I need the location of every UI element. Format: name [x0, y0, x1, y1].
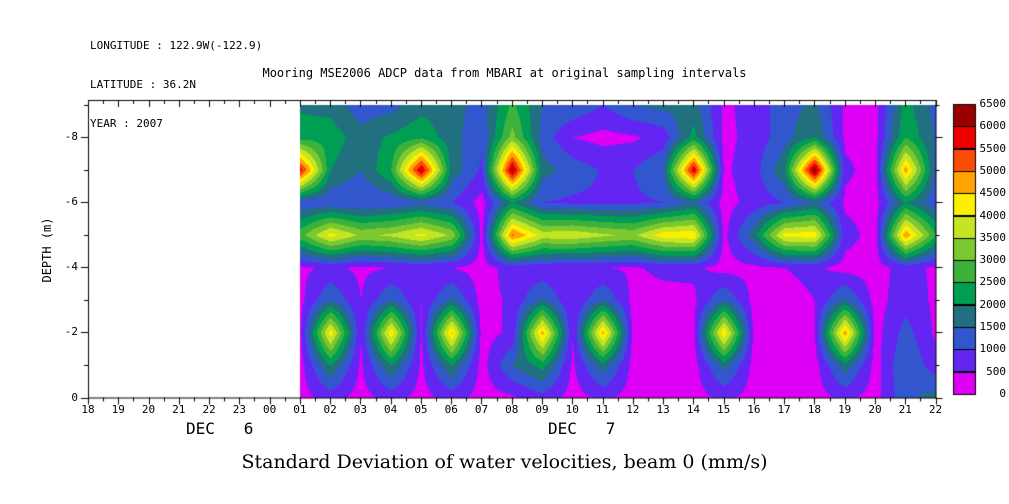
- colorbar-label: 5500: [979, 141, 1007, 155]
- header-meta: LONGITUDE : 122.9W(-122.9) LATITUDE : 36…: [90, 13, 262, 156]
- x-tick-label: 18: [81, 403, 95, 416]
- x-tick-label: 12: [626, 403, 640, 416]
- y-tick-label: -8: [64, 130, 78, 144]
- x-tick-label: 22: [928, 403, 943, 416]
- x-tick-label: 19: [111, 403, 125, 416]
- x-tick-label: 04: [384, 403, 398, 416]
- x-tick-label: 09: [535, 403, 549, 416]
- x-tick-label: 22: [202, 403, 216, 416]
- colorbar-label: 2000: [979, 297, 1007, 311]
- x-axis-date-dec6: DEC 6: [186, 419, 254, 438]
- colorbar-label: 4500: [979, 186, 1007, 200]
- x-tick-label: 00: [262, 403, 277, 416]
- x-tick-label: 20: [868, 403, 882, 416]
- x-tick-label: 10: [565, 403, 579, 416]
- meta-latitude: LATITUDE : 36.2N: [90, 78, 196, 91]
- x-tick-label: 11: [595, 403, 610, 416]
- meta-year: YEAR : 2007: [90, 117, 163, 130]
- x-tick-label: 07: [474, 403, 489, 416]
- x-tick-label: 21: [898, 403, 912, 416]
- x-tick-label: 14: [686, 403, 700, 416]
- colorbar-label: 3500: [979, 230, 1007, 244]
- y-tick-label: -4: [64, 260, 78, 274]
- x-tick-label: 06: [444, 403, 458, 416]
- meta-longitude: LONGITUDE : 122.9W(-122.9): [90, 39, 263, 52]
- x-tick-label: 17: [777, 403, 791, 416]
- x-tick-label: 23: [232, 403, 246, 416]
- x-tick-label: 02: [323, 403, 337, 416]
- plot-title: Mooring MSE2006 ADCP data from MBARI at …: [262, 66, 747, 80]
- y-tick-label: 0: [71, 390, 78, 404]
- colorbar-label: 4000: [979, 208, 1007, 222]
- x-tick-label: 08: [505, 403, 519, 416]
- x-tick-label: 20: [141, 403, 156, 416]
- x-tick-label: 15: [717, 403, 731, 416]
- x-tick-label: 05: [414, 403, 428, 416]
- colorbar-label: 1500: [979, 320, 1007, 334]
- x-tick-label: 21: [172, 403, 186, 416]
- x-tick-label: 03: [353, 403, 368, 416]
- x-axis-date-dec7: DEC 7: [548, 419, 616, 438]
- x-tick-label: 19: [838, 403, 852, 416]
- colorbar-label: 6000: [979, 119, 1007, 133]
- x-tick-label: 13: [656, 403, 670, 416]
- colorbar-label: 2500: [979, 275, 1007, 289]
- colorbar-label: 0: [999, 387, 1006, 400]
- x-tick-label: 01: [293, 403, 307, 416]
- y-tick-label: -2: [64, 325, 78, 339]
- x-tick-label: 18: [807, 403, 822, 416]
- y-tick-label: -6: [64, 195, 78, 209]
- colorbar-label: 1000: [979, 342, 1007, 356]
- x-tick-label: 16: [747, 403, 761, 416]
- colorbar-label: 5000: [979, 163, 1007, 177]
- colorbar-label: 3000: [979, 253, 1007, 267]
- colorbar-label: 500: [986, 364, 1006, 378]
- figure-caption: Standard Deviation of water velocities, …: [241, 451, 768, 473]
- colorbar-label: 6500: [979, 97, 1007, 110]
